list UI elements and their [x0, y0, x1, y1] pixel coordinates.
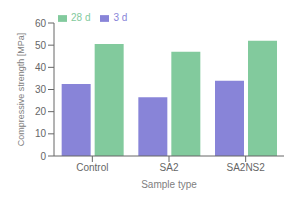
svg-text:50: 50	[35, 40, 47, 51]
html-text:3 d: 3 d	[113, 12, 128, 23]
svg-text:Sample type: Sample type	[141, 179, 197, 190]
svg-text:Control: Control	[76, 162, 108, 173]
svg-text:40: 40	[35, 62, 47, 73]
svg-text:20: 20	[35, 106, 47, 117]
svg-text:SA2NS2: SA2NS2	[226, 162, 265, 173]
html-text:28 d: 28 d	[71, 12, 91, 23]
svg-text:SA2: SA2	[160, 162, 179, 173]
svg-text:10: 10	[35, 128, 47, 139]
svg-text:Compressive strength [MPa]: Compressive strength [MPa]	[16, 33, 26, 147]
svg-text:0: 0	[40, 151, 46, 162]
svg-text:30: 30	[35, 84, 47, 95]
svg-text:60: 60	[35, 18, 47, 29]
